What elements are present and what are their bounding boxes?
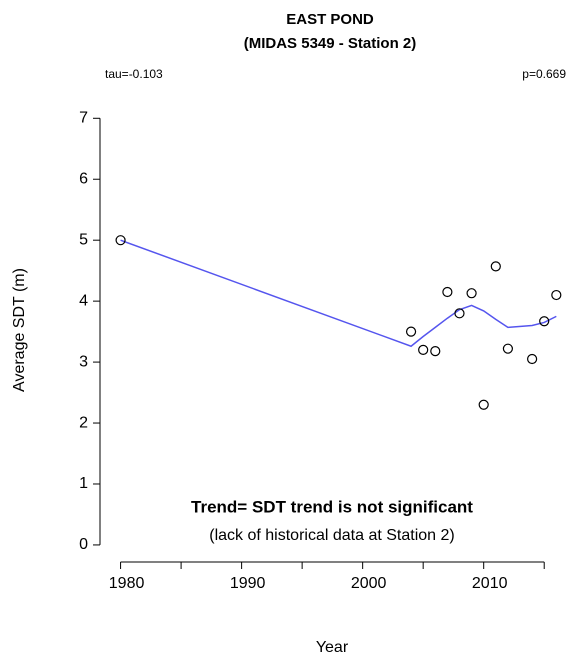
- x-tick-label: 2010: [472, 575, 508, 592]
- data-point: [454, 308, 465, 319]
- y-tick-label: 6: [79, 170, 88, 187]
- y-tick-label: 3: [79, 353, 88, 370]
- y-tick-label: 4: [79, 292, 88, 309]
- data-point: [490, 261, 501, 272]
- data-point: [466, 288, 477, 299]
- note-annotation: (lack of historical data at Station 2): [209, 527, 454, 544]
- y-tick-label: 2: [79, 414, 88, 431]
- y-tick-label: 1: [79, 475, 88, 492]
- data-point: [527, 353, 538, 365]
- data-point: [115, 235, 126, 246]
- y-tick-label: 0: [79, 536, 88, 553]
- chart-subtitle: (MIDAS 5349 - Station 2): [244, 35, 417, 52]
- tau-label: tau=-0.103: [105, 67, 163, 81]
- x-axis-label: Year: [316, 639, 349, 656]
- x-tick-label: 2000: [351, 575, 387, 592]
- y-tick-label: 5: [79, 231, 88, 248]
- trend-annotation: Trend= SDT trend is not significant: [191, 497, 473, 516]
- x-tick-label: 1990: [230, 575, 266, 592]
- data-point: [502, 343, 514, 354]
- data-point: [478, 399, 489, 410]
- data-point: [430, 346, 441, 357]
- data-point: [405, 326, 417, 337]
- chart-title: EAST POND: [286, 11, 374, 28]
- y-tick-label: 7: [79, 110, 88, 127]
- y-axis-label: Average SDT (m): [11, 268, 28, 392]
- x-tick-label: 1980: [109, 575, 145, 592]
- trend-line: [120, 239, 557, 348]
- p-label: p=0.669: [522, 67, 566, 81]
- data-point: [442, 286, 453, 298]
- data-point: [418, 344, 429, 355]
- data-point: [551, 289, 562, 301]
- data-point: [539, 316, 550, 327]
